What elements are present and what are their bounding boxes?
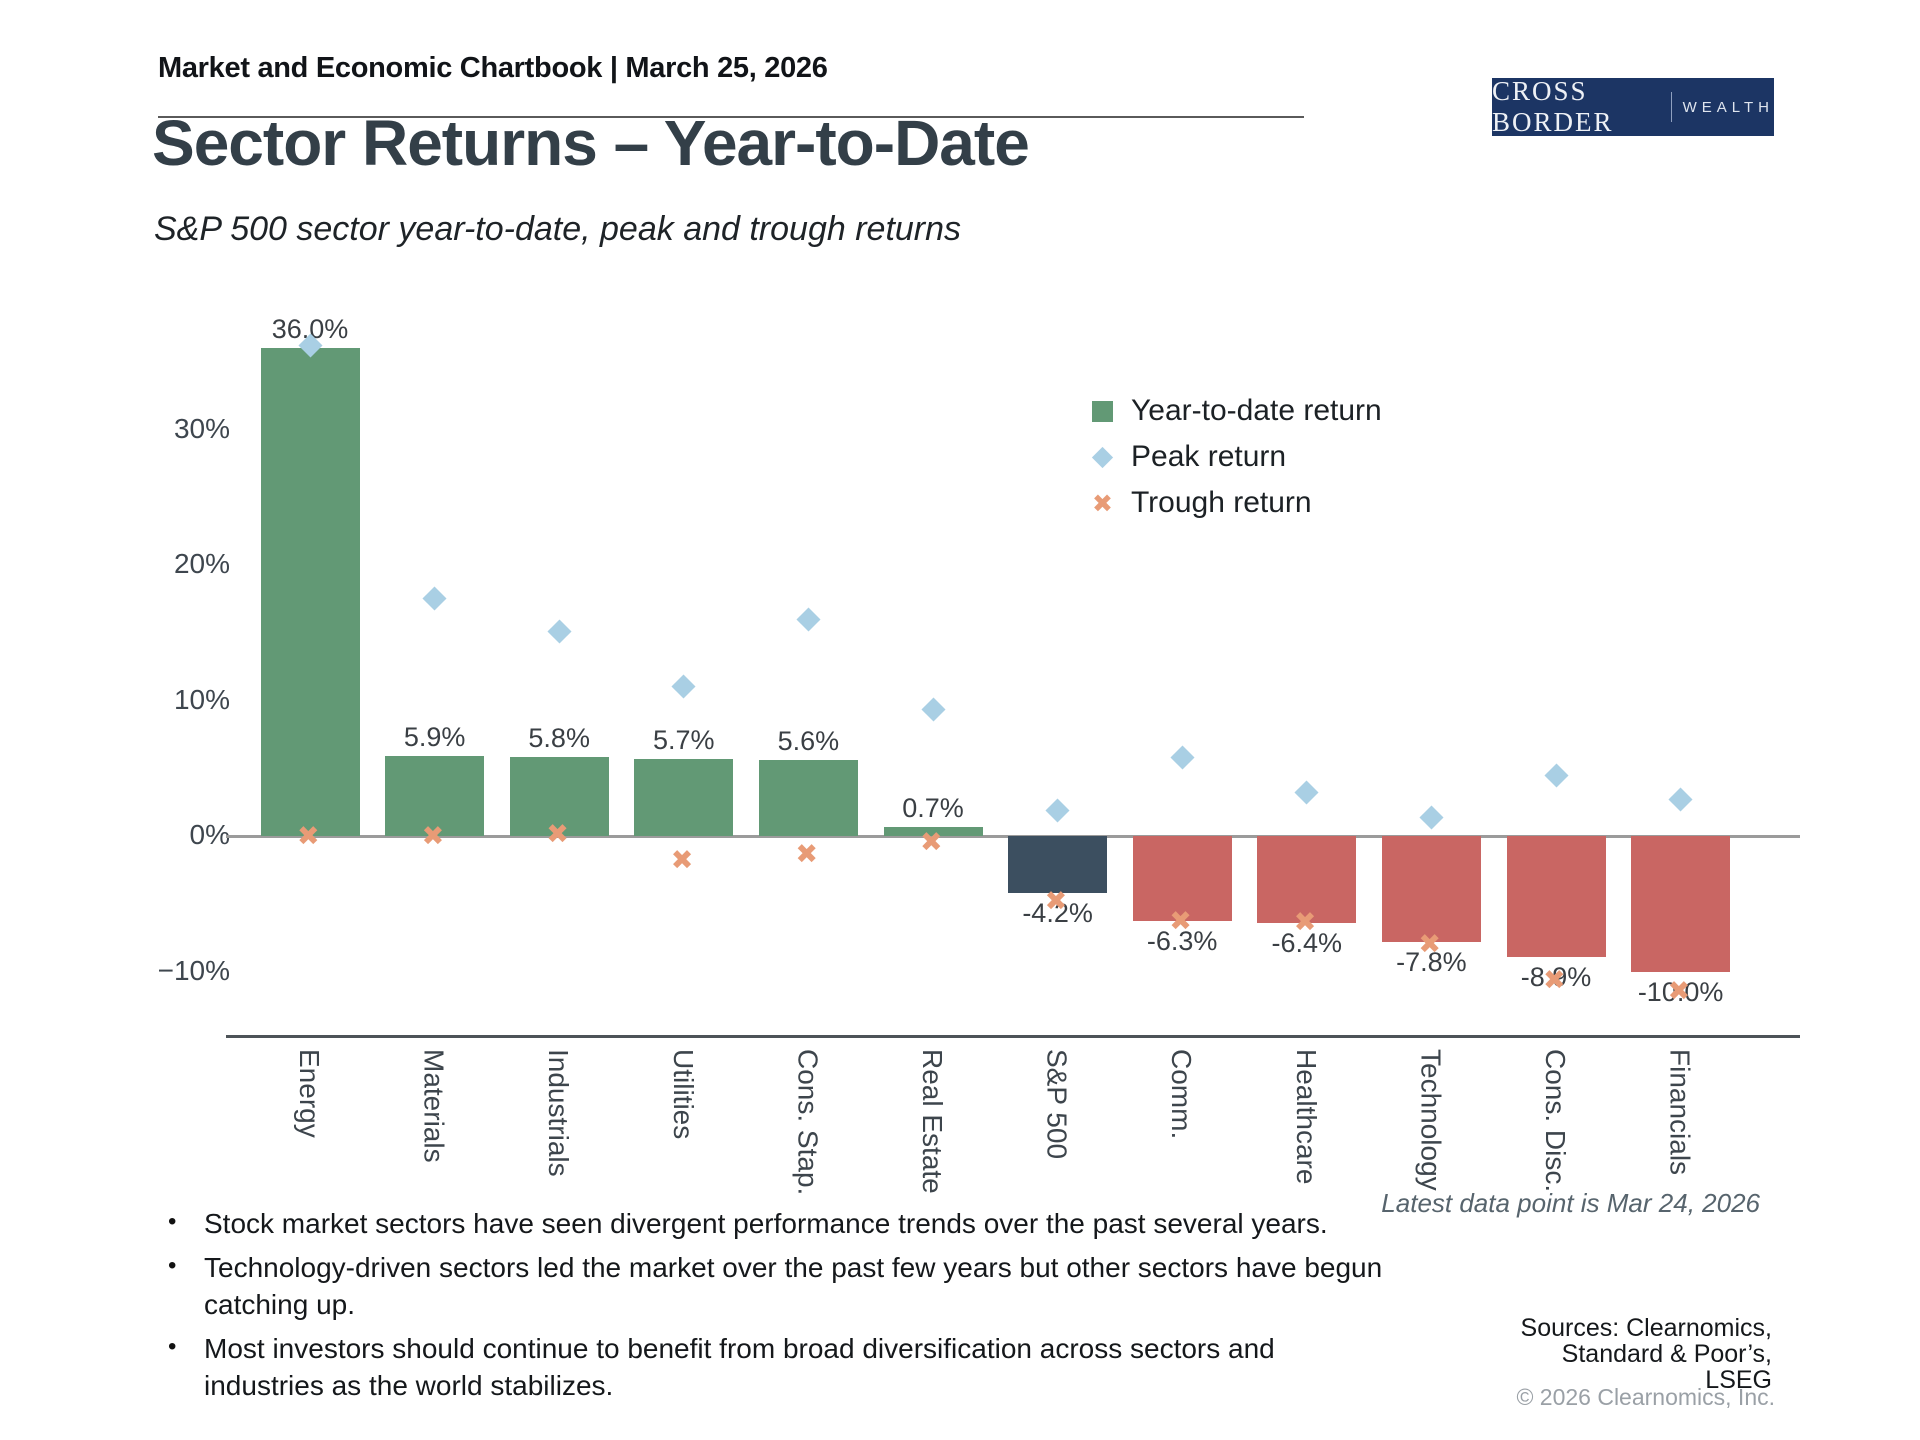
trough-marker: ✖ <box>1667 976 1691 1008</box>
peak-marker <box>671 674 696 699</box>
bar-value-label: 0.7% <box>902 792 964 823</box>
bar <box>1008 836 1108 893</box>
x-tick-label: Cons. Disc. <box>1540 1049 1571 1193</box>
y-tick-label: 20% <box>173 548 230 579</box>
trough-marker: ✖ <box>1543 965 1566 997</box>
sources-text: Sources: Clearnomics, Standard & Poor’s, L… <box>1521 1315 1772 1393</box>
bar-value-label: 5.9% <box>403 722 466 753</box>
source-line: LSEG <box>1705 1366 1772 1394</box>
x-tick-label: Comm. <box>1166 1049 1198 1140</box>
bar-value-label: -7.8% <box>1396 946 1467 977</box>
bar <box>1381 836 1481 942</box>
peak-marker <box>1294 780 1319 805</box>
bar-value-label: 5.7% <box>653 724 715 755</box>
x-tick-label: Energy <box>294 1049 325 1138</box>
chart-legend: Year-to-date return Peak return ✖ Trough re… <box>1091 388 1382 526</box>
peak-marker <box>1543 762 1569 788</box>
y-tick-label: −10% <box>157 954 230 986</box>
peak-marker <box>796 607 821 632</box>
trough-marker: ✖ <box>546 819 569 851</box>
bar <box>1132 836 1232 922</box>
legend-item: ✖ Trough return <box>1092 480 1382 526</box>
peak-marker <box>1668 787 1693 812</box>
x-tick-label: Real Estate <box>917 1049 948 1194</box>
x-tick-label: Financials <box>1664 1049 1696 1176</box>
bar <box>260 348 360 836</box>
trough-marker: ✖ <box>670 844 694 876</box>
peak-marker <box>920 697 946 723</box>
y-tick-label: 30% <box>173 412 230 444</box>
bar-value-label: -8.9% <box>1520 961 1592 992</box>
trough-marker: ✖ <box>421 820 445 852</box>
x-tick-label: Materials <box>418 1049 450 1163</box>
bar-value-label: -10.0% <box>1637 976 1724 1007</box>
x-tick-label: S&P 500 <box>1041 1049 1073 1160</box>
key-takeaways-list: Stock market sectors have seen divergent… <box>160 1203 1385 1411</box>
x-tick-label: Industrials <box>543 1049 575 1177</box>
legend-diamond-swatch <box>1091 446 1114 468</box>
trough-marker: ✖ <box>1418 928 1442 960</box>
legend-bar-swatch <box>1092 400 1113 422</box>
x-tick-label: Technology <box>1415 1049 1447 1191</box>
peak-marker <box>547 619 572 644</box>
logo-divider <box>1670 92 1672 122</box>
bar <box>634 758 734 836</box>
bar <box>758 760 858 836</box>
bar-value-label: 5.8% <box>528 723 590 754</box>
bar-value-label: -6.4% <box>1271 927 1343 958</box>
x-tick-label: Cons. Stap. <box>792 1049 824 1196</box>
takeaway-bullet: Technology-driven sectors led the market… <box>160 1247 1385 1323</box>
legend-item-label: Trough return <box>1130 486 1312 519</box>
legend-item-label: Peak return <box>1131 440 1287 473</box>
y-tick-label: 10% <box>173 683 230 715</box>
page-subtitle: S&P 500 sector year-to-date, peak and tr… <box>154 210 962 248</box>
logo-primary-text: CROSS BORDER <box>1492 76 1614 137</box>
x-axis-line <box>226 1035 1800 1038</box>
legend-item: Peak return <box>1091 434 1382 480</box>
source-line: Standard & Poor’s, <box>1561 1340 1772 1368</box>
trough-marker: ✖ <box>1044 885 1068 917</box>
takeaway-bullet: Most investors should continue to benefi… <box>160 1328 1385 1404</box>
legend-x-swatch: ✖ <box>1092 488 1113 518</box>
cross-border-wealth-logo: CROSS BORDER WEALTH <box>1492 76 1774 137</box>
y-tick-label: 0% <box>189 819 230 850</box>
peak-marker <box>1045 798 1070 823</box>
logo-secondary-text: WEALTH <box>1682 98 1774 116</box>
page-title: Sector Returns – Year-to-Date <box>152 107 1030 179</box>
trough-marker: ✖ <box>795 839 819 871</box>
trough-marker: ✖ <box>297 820 320 852</box>
bar <box>509 757 609 836</box>
x-tick-label: Healthcare <box>1290 1049 1322 1185</box>
trough-marker: ✖ <box>1169 905 1192 937</box>
peak-marker <box>1419 804 1444 830</box>
source-line: Sources: Clearnomics, <box>1520 1314 1772 1342</box>
latest-data-note: Latest data point is Mar 24, 2026 <box>1381 1188 1760 1218</box>
trough-marker: ✖ <box>1293 907 1317 939</box>
x-tick-label: Utilities <box>667 1049 699 1140</box>
bar-value-label: -4.2% <box>1022 897 1093 928</box>
copyright-text: © 2026 Clearnomics, Inc. <box>1516 1384 1775 1410</box>
bar <box>1257 836 1357 923</box>
bar-value-label: -6.3% <box>1146 926 1218 957</box>
legend-item: Year-to-date return <box>1092 388 1382 434</box>
legend-item-label: Year-to-date return <box>1131 394 1382 427</box>
header-divider <box>158 116 1304 118</box>
bar <box>1506 836 1606 957</box>
report-header: Market and Economic Chartbook | March 25… <box>158 52 828 84</box>
bar <box>1631 836 1731 972</box>
takeaway-bullet: Stock market sectors have seen divergent… <box>160 1203 1385 1242</box>
trough-marker: ✖ <box>920 827 943 859</box>
bar <box>883 826 983 836</box>
peak-marker <box>1170 745 1195 770</box>
peak-marker <box>422 586 447 611</box>
bar <box>385 756 485 836</box>
bar-value-label: 5.6% <box>777 726 840 757</box>
